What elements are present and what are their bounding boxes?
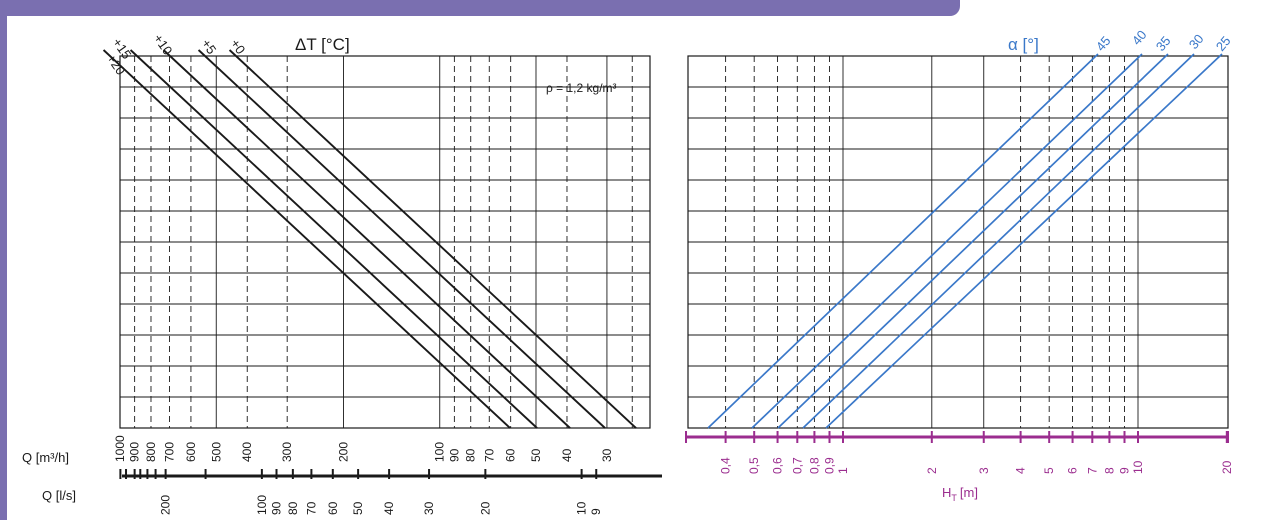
q-ls-tick-label: 50 bbox=[351, 501, 365, 515]
ht-tick-label: 3 bbox=[977, 467, 991, 474]
alpha-line-30 bbox=[802, 53, 1195, 429]
alpha-label: 35 bbox=[1153, 33, 1174, 54]
q-m3h-tick-label: 500 bbox=[209, 442, 223, 462]
alpha-label: 30 bbox=[1186, 31, 1207, 52]
q-ls-tick-label: 10 bbox=[575, 501, 589, 515]
alpha-line-35 bbox=[777, 53, 1169, 429]
alpha-label: 45 bbox=[1093, 33, 1114, 54]
ht-tick-label: 10 bbox=[1131, 460, 1145, 474]
left-grid bbox=[119, 55, 651, 429]
left-annotation: ρ = 1,2 kg/m³ bbox=[546, 81, 617, 95]
ht-tick-label: 2 bbox=[925, 467, 939, 474]
q-ls-tick-label: 30 bbox=[422, 501, 436, 515]
alpha-line-40 bbox=[751, 53, 1143, 429]
header-bar bbox=[0, 0, 960, 16]
dt-label: +0 bbox=[228, 36, 249, 57]
q-m3h-tick-label: 600 bbox=[184, 442, 198, 462]
q-m3h-tick-label: 90 bbox=[447, 448, 461, 462]
q-m3h-tick-label: 80 bbox=[464, 448, 478, 462]
q-m3h-tick-label: 1000 bbox=[113, 435, 127, 462]
labels: ΔT [°C] ρ = 1,2 kg/m³ α [°] Q [m³/h] Q [… bbox=[22, 35, 1039, 503]
q-ls-tick-label: 100 bbox=[255, 495, 269, 515]
dt-line-plus15 bbox=[129, 49, 538, 429]
ht-tick-label: 9 bbox=[1118, 467, 1132, 474]
q-ls-tick-label: 40 bbox=[382, 501, 396, 515]
alpha-label: 25 bbox=[1213, 33, 1234, 54]
dt-line-plus0 bbox=[228, 49, 637, 429]
ht-tick-label: 20 bbox=[1220, 460, 1234, 474]
ht-tick-label: 0,9 bbox=[823, 457, 837, 474]
alpha-line-25 bbox=[825, 53, 1223, 429]
ht-tick-label: 0,4 bbox=[719, 457, 733, 474]
x-axis-label-ht: HT [m] bbox=[942, 485, 978, 503]
bottom-axes: 1000 900 800 700 600 500 400 300 200 100 90 80 70 60 5… bbox=[113, 431, 1234, 515]
right-series: 45 40 35 30 25 bbox=[707, 27, 1234, 429]
right-grid bbox=[687, 55, 1229, 429]
dt-line-plus10 bbox=[162, 49, 571, 429]
q-ls-tick-label: 9 bbox=[589, 508, 603, 515]
q-m3h-tick-label: 40 bbox=[560, 448, 574, 462]
dt-line-plus20 bbox=[102, 49, 511, 429]
ht-tick-label: 5 bbox=[1042, 467, 1056, 474]
ht-tick-label: 8 bbox=[1102, 467, 1116, 474]
q-m3h-tick-label: 30 bbox=[600, 448, 614, 462]
q-m3h-tick-label: 300 bbox=[280, 442, 294, 462]
q-m3h-tick-label: 700 bbox=[163, 442, 177, 462]
q-m3h-tick-label: 200 bbox=[336, 442, 350, 462]
q-m3h-tick-label: 70 bbox=[482, 448, 496, 462]
x-axis-label-q-m3h: Q [m³/h] bbox=[22, 450, 69, 465]
ht-tick-label: 0,7 bbox=[790, 457, 804, 474]
q-ls-tick-label: 200 bbox=[159, 495, 173, 515]
q-m3h-tick-label: 400 bbox=[240, 442, 254, 462]
alpha-line-45 bbox=[707, 53, 1099, 429]
q-m3h-tick-label: 800 bbox=[144, 442, 158, 462]
q-ls-tick-label: 20 bbox=[478, 501, 492, 515]
alpha-label: 40 bbox=[1129, 27, 1150, 48]
ht-tick-label: 4 bbox=[1014, 467, 1028, 474]
q-m3h-tick-label: 50 bbox=[529, 448, 543, 462]
q-m3h-tick-label: 100 bbox=[433, 442, 447, 462]
dt-line-plus5 bbox=[197, 49, 606, 429]
q-m3h-tick-label: 60 bbox=[504, 448, 518, 462]
ht-tick-label: 0,6 bbox=[771, 457, 785, 474]
dt-label: +5 bbox=[199, 36, 220, 57]
ht-tick-label: 0,5 bbox=[747, 457, 761, 474]
ht-tick-label: 6 bbox=[1066, 467, 1080, 474]
dt-label: +10 bbox=[151, 31, 176, 58]
right-legend-title: α [°] bbox=[1008, 35, 1039, 54]
q-ls-tick-label: 90 bbox=[270, 501, 284, 515]
left-series: +20+15 +10 +5 +0 bbox=[102, 31, 637, 429]
left-title: ΔT [°C] bbox=[295, 35, 350, 54]
q-ls-tick-label: 60 bbox=[326, 501, 340, 515]
left-accent-bar bbox=[0, 0, 7, 520]
ht-tick-label: 7 bbox=[1085, 467, 1099, 474]
q-ls-tick-label: 70 bbox=[304, 501, 318, 515]
x-axis-label-q-ls: Q [l/s] bbox=[42, 488, 76, 503]
q-m3h-tick-label: 900 bbox=[128, 442, 142, 462]
ht-tick-label: 0,8 bbox=[807, 457, 821, 474]
q-ls-tick-label: 80 bbox=[286, 501, 300, 515]
ht-tick-label: 1 bbox=[836, 467, 850, 474]
